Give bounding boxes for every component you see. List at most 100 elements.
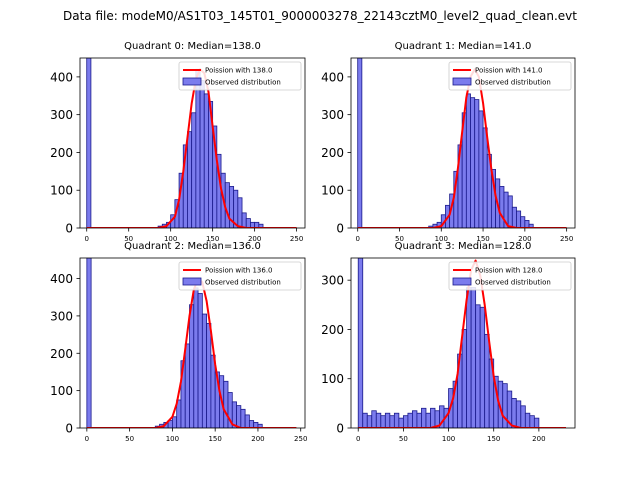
legend-box xyxy=(448,261,572,291)
chart-title: Quadrant 2: Median=136.0 xyxy=(124,241,261,252)
y-tick-label: 300 xyxy=(50,309,73,323)
x-tick-label: 100 xyxy=(435,235,448,243)
legend: Poission with 138.0 Observed distribution xyxy=(178,61,302,91)
x-tick-label: 200 xyxy=(251,435,264,443)
histogram-bar xyxy=(520,405,526,428)
histogram-bar xyxy=(475,304,481,428)
legend-label-poisson: Poission with 141.0 xyxy=(475,67,543,75)
histogram-bar xyxy=(402,415,409,428)
y-tick-label: 0 xyxy=(65,422,73,436)
histogram-bar xyxy=(529,415,535,428)
histogram-bar xyxy=(184,343,190,428)
x-tick-label: 0 xyxy=(85,435,89,443)
histogram-bar xyxy=(515,400,522,428)
x-tick-label: 150 xyxy=(487,435,500,443)
legend: Poission with 128.0 Observed distribution xyxy=(448,261,572,291)
legend-label-observed: Observed distribution xyxy=(475,279,551,287)
y-tick-label: 100 xyxy=(50,184,73,198)
legend-label-poisson: Poission with 138.0 xyxy=(205,67,273,75)
histogram-bar xyxy=(258,223,264,228)
x-tick-label: 50 xyxy=(125,435,134,443)
histogram-bar xyxy=(191,112,197,228)
x-tick-label: 150 xyxy=(476,235,489,243)
y-tick-label: 300 xyxy=(321,108,344,122)
histogram-bar xyxy=(201,313,208,428)
legend-bar-icon xyxy=(182,277,202,286)
chart-panel-3: Quadrant 3: Median=128.0 0 50 100 150 200 0 100… xyxy=(321,241,576,443)
histogram-bar xyxy=(245,218,251,228)
legend-bar-icon xyxy=(452,77,472,86)
x-tick-label: 100 xyxy=(166,435,179,443)
chart-title: Quadrant 1: Median=141.0 xyxy=(395,41,532,52)
histogram-bar xyxy=(470,97,476,228)
histogram-bar xyxy=(465,93,471,228)
legend-label-poisson: Poission with 128.0 xyxy=(475,267,543,275)
histogram-bar xyxy=(507,195,513,228)
legend-label-observed: Observed distribution xyxy=(475,79,551,87)
y-tick-label: 300 xyxy=(321,274,344,288)
x-tick-label: 200 xyxy=(248,235,261,243)
y-tick-label: 300 xyxy=(50,108,73,122)
histogram-bar xyxy=(461,329,468,428)
axes-frame xyxy=(79,257,306,429)
y-tick-label: 0 xyxy=(336,422,344,436)
histogram-bar xyxy=(407,412,413,428)
x-tick-label: 100 xyxy=(442,435,455,443)
histogram-bar xyxy=(244,414,250,428)
axes-frame xyxy=(79,57,306,229)
legend-label-poisson: Poission with 136.0 xyxy=(205,267,273,275)
histogram-bar xyxy=(511,206,517,228)
histogram-bar xyxy=(171,416,178,428)
legend-label-observed: Observed distribution xyxy=(205,279,281,287)
histogram-bar xyxy=(366,415,373,428)
histogram-bar xyxy=(357,258,364,428)
legend-box xyxy=(178,261,302,291)
legend: Poission with 141.0 Observed distribution xyxy=(448,61,572,91)
histogram-bar xyxy=(357,58,363,228)
y-tick-label: 100 xyxy=(321,184,344,198)
histogram-bar xyxy=(193,287,199,428)
histogram-bar xyxy=(236,405,242,428)
legend-bar-icon xyxy=(182,77,202,86)
histogram-bar xyxy=(478,110,484,228)
chart-title: Quadrant 3: Median=128.0 xyxy=(395,241,532,252)
histogram-bar xyxy=(520,216,526,228)
histogram-bar xyxy=(187,131,193,228)
histogram-bar xyxy=(203,93,209,228)
x-tick-label: 250 xyxy=(560,235,573,243)
histogram-bar xyxy=(398,417,404,428)
histogram-bar xyxy=(524,412,531,428)
y-tick-label: 100 xyxy=(50,384,73,398)
plot-area xyxy=(86,58,297,228)
chart-panel-1: Quadrant 1: Median=141.0 0 50 100 150 200 250 0… xyxy=(321,41,576,243)
axes-frame xyxy=(350,257,576,429)
histogram-bar xyxy=(206,322,212,428)
histogram-bar xyxy=(86,258,92,428)
histogram-bar xyxy=(393,412,400,428)
histogram-bar xyxy=(223,380,229,428)
x-tick-label: 50 xyxy=(399,435,408,443)
plot-area xyxy=(357,258,566,428)
histogram-bar xyxy=(482,127,488,228)
histogram-bar xyxy=(524,220,530,228)
y-tick-label: 200 xyxy=(321,323,344,337)
x-tick-label: 0 xyxy=(355,235,359,243)
y-tick-label: 200 xyxy=(50,347,73,361)
legend-label-observed: Observed distribution xyxy=(205,79,281,87)
x-tick-label: 150 xyxy=(206,235,219,243)
poisson-line xyxy=(358,259,566,428)
histogram-bar xyxy=(199,80,205,228)
y-tick-label: 0 xyxy=(65,222,73,236)
y-tick-label: 200 xyxy=(50,146,73,160)
chart-panel-2: Quadrant 2: Median=136.0 0 50 100 150 200 250 0… xyxy=(50,241,307,443)
histogram-bar xyxy=(380,415,386,428)
x-tick-label: 200 xyxy=(518,235,531,243)
histogram-bar xyxy=(362,412,368,428)
histogram-bar xyxy=(384,412,391,428)
histogram-bar xyxy=(371,410,377,428)
x-tick-label: 0 xyxy=(84,235,88,243)
histogram-bar xyxy=(474,99,480,228)
histogram-bar xyxy=(195,68,201,228)
histogram-bar xyxy=(412,410,418,428)
